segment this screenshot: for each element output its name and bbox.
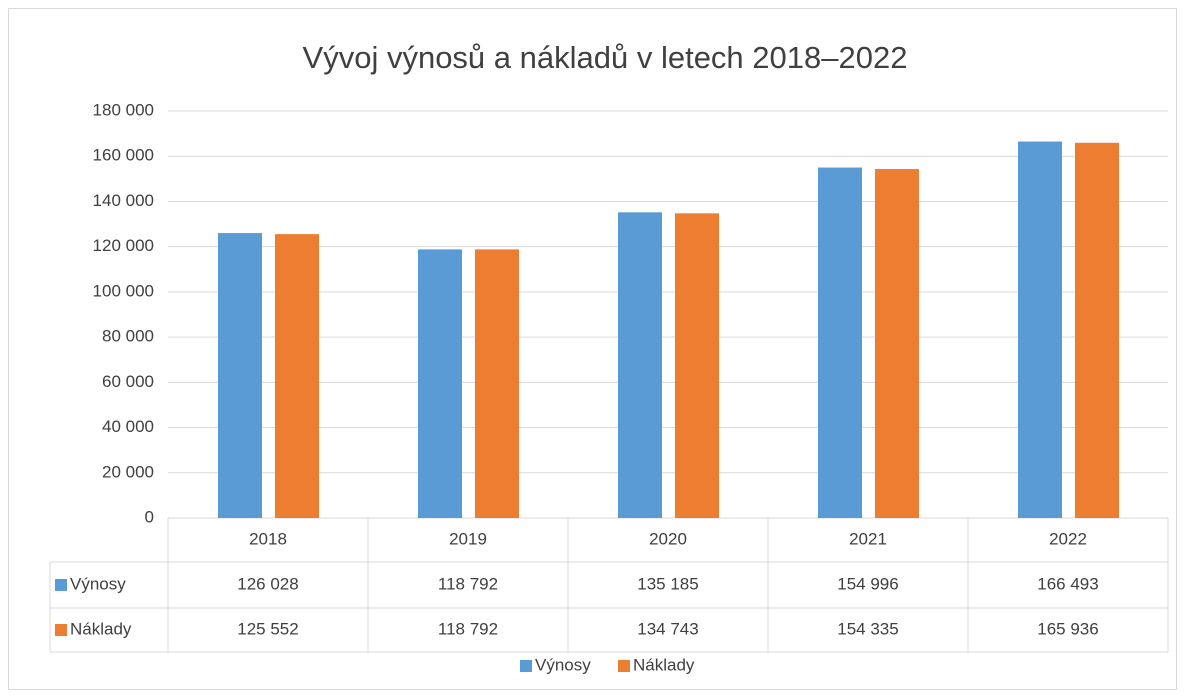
y-tick-label: 20 000 bbox=[102, 462, 154, 481]
bar bbox=[875, 169, 919, 518]
data-table-value: 154 335 bbox=[837, 619, 898, 638]
data-table-value: 118 792 bbox=[438, 619, 498, 638]
y-tick-label: 80 000 bbox=[102, 327, 154, 346]
table-legend-key bbox=[55, 579, 67, 591]
bar bbox=[218, 233, 262, 518]
bar bbox=[818, 167, 862, 519]
y-tick-label: 0 bbox=[145, 507, 154, 526]
data-table-value: 126 028 bbox=[237, 574, 298, 593]
legend-label: Náklady bbox=[633, 655, 695, 674]
data-table-value: 154 996 bbox=[837, 574, 898, 593]
x-tick-label: 2021 bbox=[849, 529, 887, 548]
y-tick-label: 40 000 bbox=[102, 417, 154, 436]
table-legend-key bbox=[55, 624, 67, 636]
table-series-name: Náklady bbox=[70, 619, 132, 638]
y-tick-label: 180 000 bbox=[93, 100, 154, 119]
bar bbox=[675, 213, 719, 518]
y-tick-label: 100 000 bbox=[93, 281, 154, 300]
data-table-value: 135 185 bbox=[637, 574, 698, 593]
chart-title: Vývoj výnosů a nákladů v letech 2018–202… bbox=[303, 40, 908, 75]
legend-key bbox=[618, 660, 630, 672]
table-series-name: Výnosy bbox=[70, 574, 126, 593]
y-tick-label: 60 000 bbox=[102, 372, 154, 391]
bar bbox=[618, 212, 662, 518]
bar bbox=[475, 249, 519, 519]
y-tick-label: 140 000 bbox=[93, 191, 154, 210]
x-tick-label: 2019 bbox=[449, 529, 487, 548]
bar bbox=[418, 249, 462, 519]
y-tick-label: 120 000 bbox=[93, 236, 154, 255]
y-tick-label: 160 000 bbox=[93, 146, 154, 165]
bar bbox=[275, 234, 319, 518]
data-table-value: 165 936 bbox=[1037, 619, 1098, 638]
data-table-value: 125 552 bbox=[237, 619, 298, 638]
bar bbox=[1018, 141, 1062, 518]
legend-key bbox=[520, 660, 532, 672]
data-table-value: 118 792 bbox=[438, 574, 498, 593]
chart-border bbox=[8, 8, 1177, 690]
legend-label: Výnosy bbox=[535, 655, 591, 674]
data-table-value: 134 743 bbox=[637, 619, 698, 638]
x-tick-label: 2018 bbox=[249, 529, 287, 548]
x-tick-label: 2022 bbox=[1049, 529, 1087, 548]
bar bbox=[1075, 142, 1119, 518]
data-table-value: 166 493 bbox=[1037, 574, 1098, 593]
x-tick-label: 2020 bbox=[649, 529, 687, 548]
